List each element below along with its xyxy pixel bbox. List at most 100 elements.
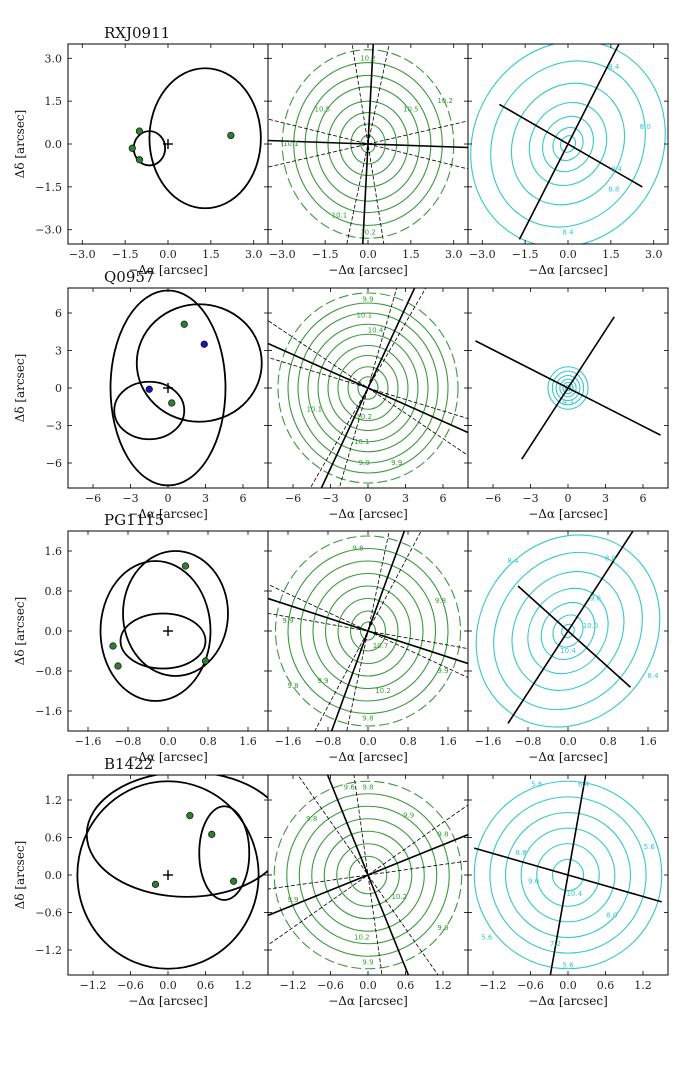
y-tick-label: 0.8 xyxy=(45,585,63,598)
caustic-curve xyxy=(148,67,262,210)
mass-contour xyxy=(274,535,462,727)
y-tick-label: 0.0 xyxy=(45,869,63,882)
x-tick-label: 0.0 xyxy=(159,979,177,992)
light-axis xyxy=(474,847,662,903)
light-contour-label: 5.6 xyxy=(481,934,493,942)
lensed-image-point xyxy=(168,399,176,407)
y-tick-label: 0.6 xyxy=(45,832,63,845)
mass-contour xyxy=(277,292,459,484)
lensed-image-point xyxy=(227,131,235,140)
x-tick-label: −1.2 xyxy=(280,979,307,992)
plot-area xyxy=(76,775,268,970)
lensed-image-point xyxy=(181,562,190,570)
light-axis xyxy=(475,340,661,436)
mass-contour xyxy=(287,547,449,715)
lensed-image-point xyxy=(200,340,208,348)
y-tick-label: −1.2 xyxy=(35,944,62,957)
x-tick-label: −1.6 xyxy=(75,735,102,748)
panel-frame xyxy=(467,43,669,245)
light-contour-label: 8.8 xyxy=(605,555,616,563)
x-tick-label: −3.0 xyxy=(269,248,296,261)
mass-contour-label: 9.9 xyxy=(362,959,373,967)
mass-contour xyxy=(337,597,399,665)
y-tick-label: 3.0 xyxy=(45,52,63,65)
panel-frame xyxy=(467,774,669,976)
mass-contour xyxy=(348,855,388,895)
plot-area xyxy=(128,67,262,210)
mass-contour-label: 10.5 xyxy=(314,106,330,114)
x-tick-label: 0.0 xyxy=(359,735,377,748)
x-tick-label: 1.2 xyxy=(634,979,652,992)
y-axis-label: Δδ [arcsec] xyxy=(13,597,27,666)
plot-area: 8.4 8.8 9.6 10.0 10.4 8.4 xyxy=(475,531,661,728)
mass-contour-label: 10.2 xyxy=(360,229,376,237)
plot-area: 5.6 6.4 5.6 8.8 9.6 10.4 8.0 5.6 7.2 5.6 xyxy=(473,775,663,975)
mass-contour xyxy=(357,376,379,400)
light-contour-label: 8.4 xyxy=(647,672,659,680)
lensed-image-point xyxy=(135,156,144,164)
x-tick-label: −1.5 xyxy=(512,248,539,261)
mass-contour xyxy=(297,312,439,464)
x-tick-label: 6 xyxy=(240,492,247,505)
y-tick-label: 0.0 xyxy=(45,625,63,638)
x-tick-label: −0.8 xyxy=(315,735,342,748)
x-tick-label: 0 xyxy=(165,492,172,505)
light-contour-label: 9.3 xyxy=(562,399,573,407)
row-rxj0911: RXJ0911−3.0−1.50.01.53.0Δδ [arcsec]−3.0−… xyxy=(13,24,669,277)
x-tick-label: 1.6 xyxy=(439,735,457,748)
mass-contour-label: 9.9 xyxy=(391,459,402,467)
mass-contour xyxy=(312,572,424,690)
x-axis-label: −Δα [arcsec] xyxy=(328,507,408,521)
x-tick-label: −1.5 xyxy=(312,248,339,261)
mass-contour-label: 10.2 xyxy=(360,54,376,62)
x-axis-label: −Δα [arcsec] xyxy=(328,750,408,764)
system-title: Q0957 xyxy=(104,268,154,286)
x-axis-label: −Δα [arcsec] xyxy=(528,507,608,521)
caustic-curve xyxy=(76,780,260,970)
mass-contour xyxy=(299,560,437,702)
system-title: PG1115 xyxy=(104,511,164,529)
light-axis xyxy=(499,103,643,188)
x-axis-label: −Δα [arcsec] xyxy=(128,263,208,277)
mass-contour-label: 9.8 xyxy=(362,784,373,792)
light-map-panel: 5.6 6.4 5.6 8.8 9.6 10.4 8.0 5.6 7.2 5.6 −1.2 −0.6 0… xyxy=(467,774,669,1008)
y-tick-label: 1.6 xyxy=(45,545,63,558)
lensed-image-point xyxy=(180,320,188,328)
mass-contour-label: 9.8 xyxy=(435,597,446,605)
mass-contour-label: 9.6 xyxy=(344,784,356,792)
mass-contour-label: 9.9 xyxy=(317,677,328,685)
x-tick-label: −6 xyxy=(485,492,501,505)
light-contour xyxy=(562,381,574,395)
mass-axis-solid xyxy=(320,288,416,488)
x-axis-label: −Δα [arcsec] xyxy=(128,994,208,1008)
mass-contour xyxy=(338,112,398,176)
x-tick-label: 0.0 xyxy=(159,248,177,261)
plot-area: 9.3 xyxy=(475,316,661,460)
mass-contour xyxy=(311,818,425,932)
caustic-panel: −1.6 −0.8 0.0 0.8 1.6 −Δα [arcsec] xyxy=(67,530,269,764)
caustic-curve xyxy=(119,612,207,670)
mass-map-panel: 10.1 10.5 10.5 10.1 10.2 10.2 10.2 −3.0 −1.5 0.0 1… xyxy=(267,43,469,277)
light-contour-label: 5.6 xyxy=(644,843,656,851)
light-contour-label: 5.6 xyxy=(562,962,574,970)
mass-contour xyxy=(349,610,387,652)
light-contour xyxy=(475,534,661,728)
mass-contour-label: 9.9 xyxy=(282,617,293,625)
x-axis-label: −Δα [arcsec] xyxy=(528,263,608,277)
caustic-panel: −3.0 −1.5 0.0 1.5 3.0 −Δα [arcsec] xyxy=(67,43,269,277)
mass-contour-label: 9.9 xyxy=(362,295,373,303)
x-tick-label: −6 xyxy=(285,492,301,505)
mass-axis-solid xyxy=(326,775,410,975)
plot-area: 8.4 8.0 8.4 8.8 8.4 xyxy=(470,44,666,244)
mass-contour-label: 10.2 xyxy=(391,893,407,901)
y-tick-label: −0.8 xyxy=(35,665,62,678)
lensed-image-point xyxy=(114,662,122,670)
x-tick-label: 1.2 xyxy=(434,979,452,992)
light-contour-label: 8.4 xyxy=(562,229,574,237)
x-tick-label: 1.6 xyxy=(239,735,257,748)
x-axis-label: −Δα [arcsec] xyxy=(128,507,208,521)
mass-contour-label: 9.8 xyxy=(306,815,317,823)
light-contour-label: 9.6 xyxy=(528,877,540,885)
caustic-panel: −1.2 −0.6 0.0 0.6 1.2 −Δα [arcsec] xyxy=(67,774,269,1008)
x-tick-label: 3.0 xyxy=(645,248,663,261)
